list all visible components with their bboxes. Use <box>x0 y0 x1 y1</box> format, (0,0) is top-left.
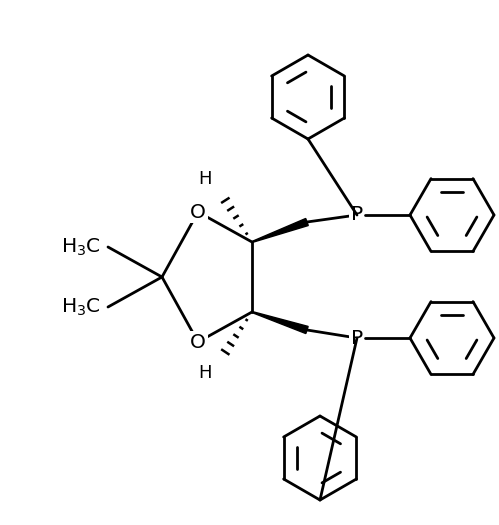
Text: H: H <box>199 170 212 188</box>
Text: P: P <box>351 205 363 225</box>
Text: H$_3$C: H$_3$C <box>61 296 101 318</box>
Text: O: O <box>190 203 206 222</box>
Polygon shape <box>252 311 308 333</box>
Text: O: O <box>190 332 206 352</box>
Text: H: H <box>199 364 212 382</box>
Polygon shape <box>252 218 308 243</box>
Text: H$_3$C: H$_3$C <box>61 236 101 258</box>
Text: P: P <box>351 329 363 348</box>
